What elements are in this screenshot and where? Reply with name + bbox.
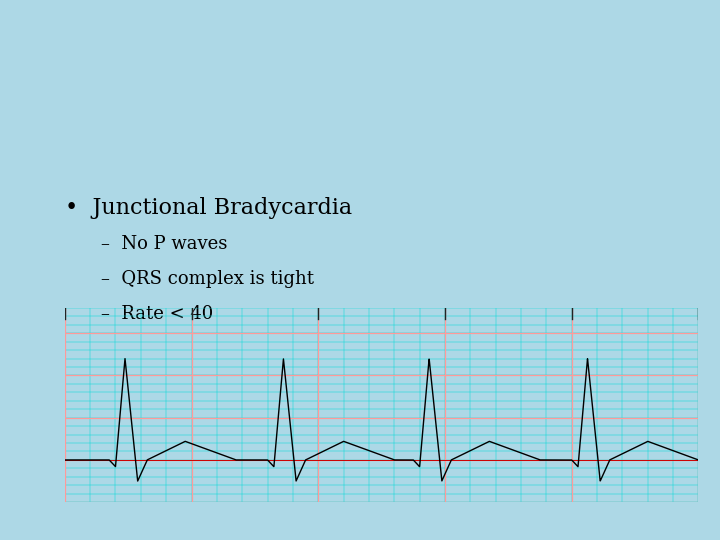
Text: –  No P waves: – No P waves: [101, 235, 228, 253]
Text: •  Junctional Bradycardia: • Junctional Bradycardia: [65, 197, 352, 219]
Text: –  QRS complex is tight: – QRS complex is tight: [101, 270, 314, 288]
Text: –  Rate < 40: – Rate < 40: [101, 305, 213, 323]
